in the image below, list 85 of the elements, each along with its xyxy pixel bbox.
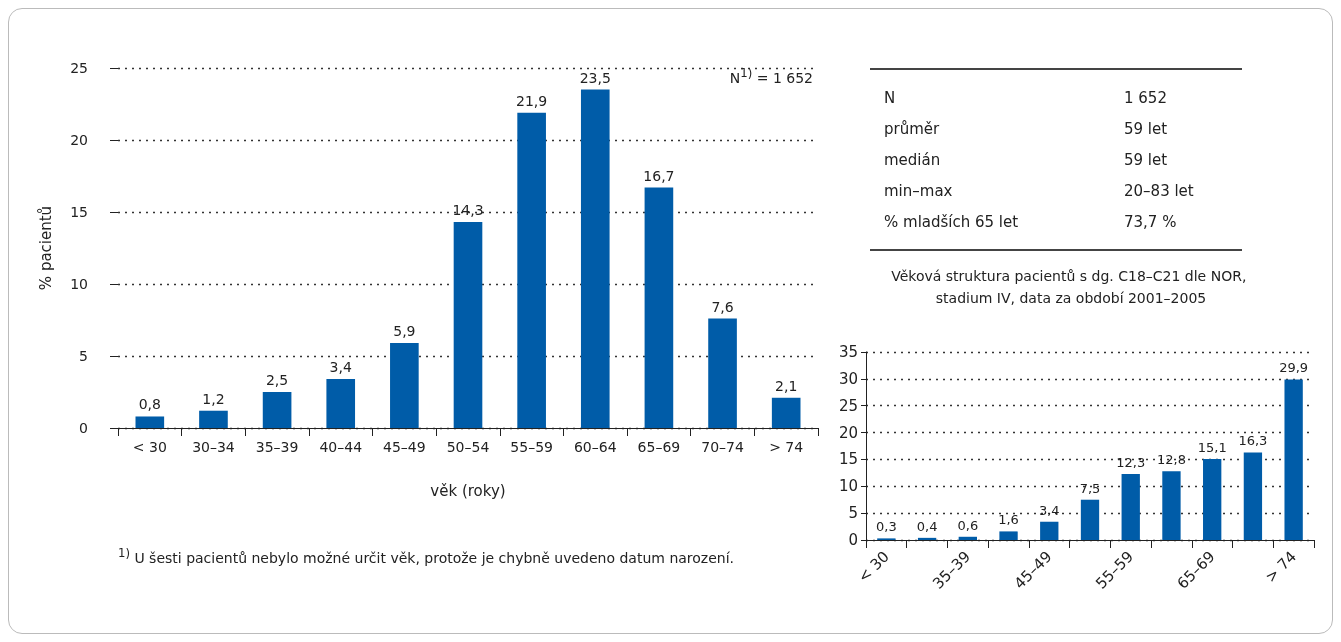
y-tick-label: 5 <box>79 348 88 364</box>
data-label: 14,3 <box>452 202 484 219</box>
x-tick-label: > 74 <box>769 439 804 455</box>
data-label: 3,4 <box>1038 502 1060 518</box>
bar <box>1203 458 1222 540</box>
bar <box>1284 379 1303 540</box>
x-tick-label: 45–49 <box>383 439 426 455</box>
x-tick-label: 40–44 <box>319 439 363 455</box>
x-tick-label: 30–34 <box>192 439 235 455</box>
y-tick-label: 30 <box>838 369 858 388</box>
text: min–max <box>883 181 954 200</box>
text: 1 652 <box>1124 88 1167 107</box>
text: $^{1)}$ U šesti pacientů nebylo možné určit věk, protože je chybně uvedeno datum narození. <box>118 546 735 566</box>
y-tick-label: 35 <box>838 343 858 361</box>
bar <box>135 416 165 428</box>
x-tick-label: < 30 <box>854 547 893 587</box>
bar <box>708 318 737 428</box>
data-label: 7,5 <box>1079 480 1101 496</box>
x-tick-label: > 74 <box>1261 547 1300 587</box>
y-tick-label: 15 <box>70 204 88 220</box>
bar <box>1040 521 1059 540</box>
data-label: 15,1 <box>1197 439 1227 455</box>
y-tick-label: 20 <box>838 423 858 442</box>
data-label: 5,9 <box>393 323 416 340</box>
y-tick-label: 15 <box>838 450 858 469</box>
text: % mladších 65 let <box>883 212 1020 231</box>
bar <box>580 89 610 428</box>
data-label: 2,1 <box>775 377 798 394</box>
bar <box>390 343 419 428</box>
data-label: 29,9 <box>1279 360 1309 376</box>
data-label: 2,5 <box>265 372 289 388</box>
bar <box>453 222 483 428</box>
y-tick-label: 10 <box>838 477 858 496</box>
text: N <box>883 88 897 107</box>
text: 73,7 % <box>1124 212 1177 231</box>
x-tick-label: 70–74 <box>701 439 744 455</box>
x-tick-label: 55–59 <box>510 439 553 455</box>
chart-title: Věková struktura pacientů s dg. C18–C21 dle NOR, stadium IV, data za období 2001–2005 <box>891 268 1251 306</box>
data-label: 0,6 <box>957 517 979 533</box>
bar <box>517 112 546 428</box>
y-axis-title: % pacientů <box>36 205 55 291</box>
y-tick-label: 5 <box>848 504 858 523</box>
data-label: 3,4 <box>329 359 352 376</box>
data-label: 21,9 <box>516 92 548 109</box>
annotation: N$^{1)}$ = 1 652 <box>729 66 813 86</box>
bar <box>262 392 292 428</box>
bar <box>1080 499 1100 540</box>
x-tick-label: 35–39 <box>255 439 299 455</box>
bar <box>326 379 356 428</box>
data-label: 1,2 <box>202 390 225 407</box>
data-label: 16,3 <box>1238 433 1268 449</box>
x-tick-label: 65–69 <box>637 439 681 455</box>
y-tick-label: 25 <box>838 396 858 415</box>
bar <box>1162 471 1181 540</box>
bar <box>958 536 977 540</box>
data-label: 12,3 <box>1116 454 1146 470</box>
text: 59 let <box>1124 119 1168 138</box>
data-label: 0,8 <box>138 396 161 413</box>
bar <box>199 410 228 428</box>
text: medián <box>883 150 942 169</box>
data-label: 23,5 <box>579 69 611 86</box>
text: 20–83 let <box>1124 181 1194 200</box>
y-tick-label: 20 <box>70 132 88 148</box>
text: 59 let <box>1124 150 1168 169</box>
data-label: 0,3 <box>876 519 897 535</box>
data-label: 16,7 <box>643 167 675 184</box>
x-tick-label: 60–64 <box>573 439 617 455</box>
x-axis-title: věk (roky) <box>430 481 506 500</box>
y-tick-label: 10 <box>70 276 88 292</box>
x-tick-label: 50–54 <box>446 439 490 455</box>
y-tick-label: 0 <box>848 531 858 549</box>
bar <box>1243 452 1263 540</box>
x-tick-label: < 30 <box>132 439 167 455</box>
y-tick-label: 0 <box>79 420 88 436</box>
text: průměr <box>883 119 941 138</box>
bar <box>771 397 801 428</box>
bar <box>999 531 1018 540</box>
data-label: 0,4 <box>916 518 938 534</box>
y-tick-label: 25 <box>70 60 88 76</box>
data-label: 12,8 <box>1156 452 1186 468</box>
bar <box>1121 473 1140 540</box>
data-label: 7,6 <box>711 298 734 315</box>
bar <box>644 187 674 428</box>
data-label: 1,6 <box>998 512 1019 528</box>
bar <box>917 537 937 540</box>
